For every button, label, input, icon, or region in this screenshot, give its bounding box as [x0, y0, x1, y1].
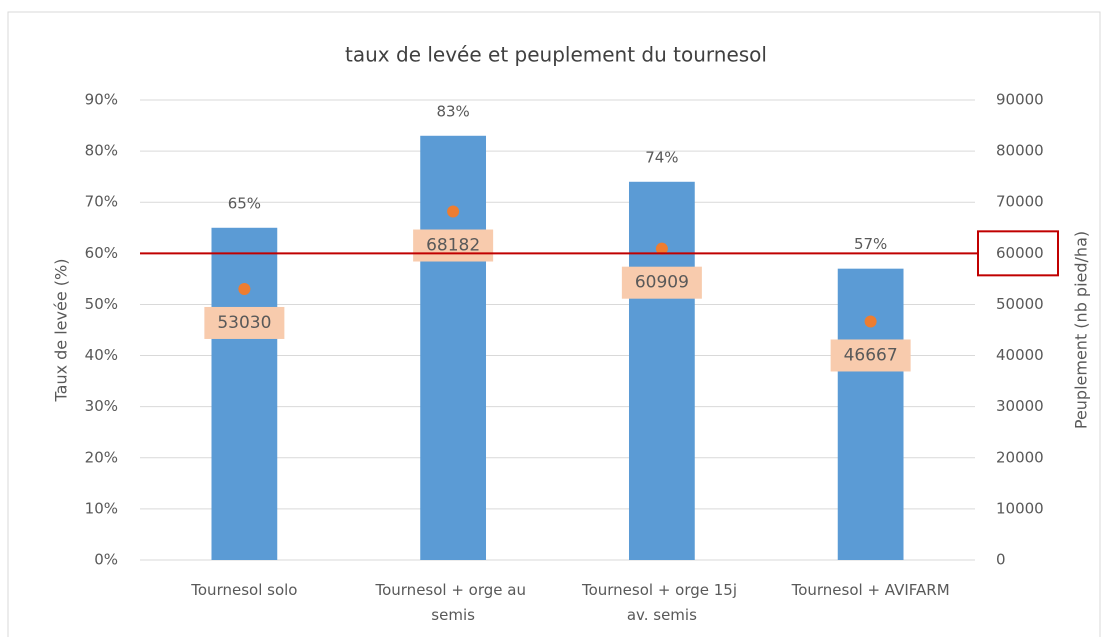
y2-tick-label: 50000 [996, 295, 1044, 313]
data-label-box [621, 266, 702, 299]
data-label-box [413, 229, 494, 262]
chart-title: taux de levée et peuplement du tournesol [345, 43, 767, 67]
y2-tick-label: 10000 [996, 499, 1044, 517]
bar [211, 227, 278, 560]
y-tick-label: 0% [94, 551, 118, 569]
bar [628, 181, 695, 560]
y2-tick-label: 20000 [996, 448, 1044, 466]
y-tick-label: 10% [85, 499, 118, 517]
y-tick-label: 40% [85, 346, 118, 364]
y2-tick-label: 40000 [996, 346, 1044, 364]
bar-value-label: 57% [854, 235, 887, 253]
bar-value-label: 83% [436, 102, 469, 120]
y-tick-label: 80% [85, 142, 118, 160]
bar [420, 135, 487, 560]
point-value-label: 68182 [426, 236, 480, 256]
point-value-label: 46667 [844, 345, 898, 365]
y-tick-label: 90% [85, 91, 118, 109]
y-tick-label: 60% [85, 244, 118, 262]
point [447, 205, 460, 218]
point [238, 282, 251, 295]
y2-tick-label: 80000 [996, 142, 1044, 160]
y-tick-label: 30% [85, 397, 118, 415]
y2-tick-label: 60000 [996, 244, 1044, 262]
x-tick-label: Tournesol + orge au semis [374, 581, 530, 624]
y-tick-label: 20% [85, 448, 118, 466]
y-tick-label: 70% [85, 193, 118, 211]
x-tick-label: Tournesol solo [190, 581, 297, 599]
point-value-label: 53030 [217, 313, 271, 333]
y2-tick-label: 30000 [996, 397, 1044, 415]
highlight-box [977, 230, 1059, 277]
chart-frame [7, 11, 1101, 637]
x-tick-label: Tournesol + orge 15j av. semis [581, 581, 742, 624]
bar [837, 268, 904, 560]
point [655, 242, 668, 255]
point-value-label: 60909 [635, 273, 689, 293]
y2-tick-label: 0 [996, 551, 1006, 569]
y2-tick-label: 70000 [996, 193, 1044, 211]
bar-value-label: 74% [645, 148, 678, 166]
y2-axis-title: Peuplement (nb pied/ha) [1072, 231, 1091, 429]
data-label-box [204, 306, 285, 339]
x-tick-label: Tournesol + AVIFARM [791, 581, 950, 599]
y2-tick-label: 90000 [996, 91, 1044, 109]
y-tick-label: 50% [85, 295, 118, 313]
bar-value-label: 65% [228, 194, 261, 212]
data-label-box [830, 339, 911, 372]
y-axis-title: Taux de levée (%) [52, 259, 71, 403]
point [864, 315, 877, 328]
